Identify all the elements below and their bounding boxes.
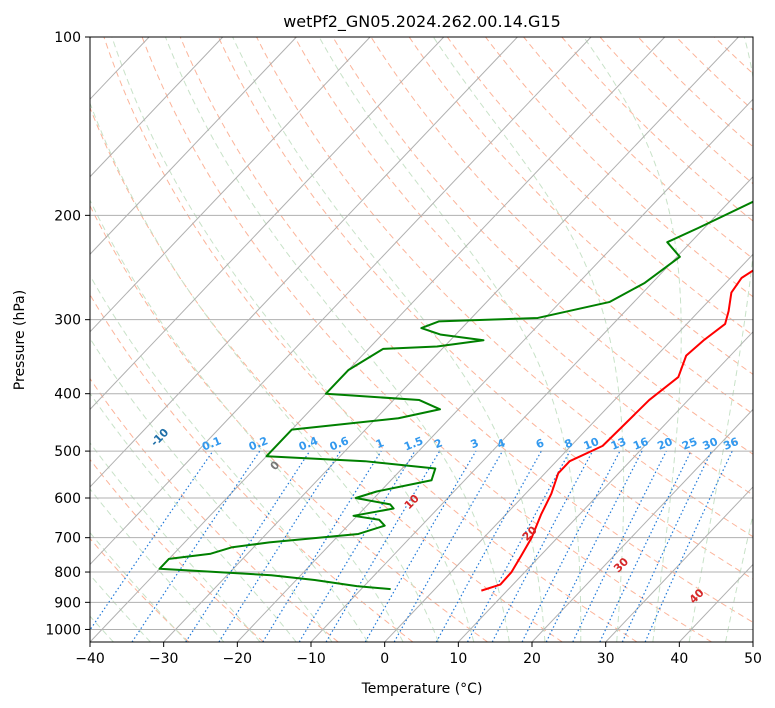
y-tick-label: 900 xyxy=(54,595,81,611)
isotherm xyxy=(163,37,739,642)
mixing-ratio-line xyxy=(599,450,692,642)
isotherm xyxy=(90,37,666,642)
y-axis-label: Pressure (hPa) xyxy=(12,290,28,390)
y-tick-label: 600 xyxy=(54,491,81,507)
isotherm xyxy=(90,37,224,178)
mixing-ratio-line xyxy=(90,450,214,631)
mixing-ratio-label: 8 xyxy=(563,436,575,451)
mixing-ratio-label: 16 xyxy=(631,435,650,453)
dry-adiabat xyxy=(599,37,753,185)
dry-adiabat xyxy=(752,37,753,39)
dry-adiabat xyxy=(370,37,753,415)
mixing-ratio-label: 25 xyxy=(680,435,699,453)
dry-adiabat xyxy=(90,377,339,642)
mixing-ratio-line xyxy=(364,450,477,642)
dry-adiabat xyxy=(90,293,414,642)
moist-adiabat xyxy=(90,199,404,642)
x-axis-label: Temperature (°C) xyxy=(361,681,483,697)
dry-adiabat xyxy=(141,37,712,642)
y-tick-label: 300 xyxy=(54,313,81,329)
x-tick-label: 30 xyxy=(597,651,615,667)
moist-adiabat xyxy=(165,37,510,642)
mixing-ratio-line xyxy=(393,450,504,642)
mixing-ratio-line xyxy=(572,450,667,642)
moist-adiabat xyxy=(90,101,439,642)
mixing-ratio-line xyxy=(262,450,382,642)
isotherm xyxy=(90,37,445,411)
y-tick-label: 400 xyxy=(54,387,81,403)
moist-adiabat xyxy=(90,337,333,642)
moist-adiabat xyxy=(318,37,582,642)
background-lines xyxy=(0,37,753,642)
dry-adiabat xyxy=(90,458,264,642)
plot-frame xyxy=(89,36,754,643)
dry-adiabat xyxy=(179,37,753,623)
axes: −40 −30 −20 −10 0 10 20 30 40 50 100 200 300 400 500 60… xyxy=(45,30,762,667)
x-tick-label: −20 xyxy=(223,651,253,667)
x-tick-label: 50 xyxy=(744,651,762,667)
mixing-ratio-line xyxy=(298,450,416,642)
isotherm xyxy=(457,331,753,642)
y-tick-label: 500 xyxy=(54,444,81,460)
x-tick-label: 40 xyxy=(670,651,688,667)
mixing-ratio-label: 3 xyxy=(469,436,481,451)
dry-adiabat xyxy=(217,37,753,580)
moist-adiabat xyxy=(232,37,546,642)
x-tick-label: 0 xyxy=(380,651,389,667)
mixing-ratio-label: 30 xyxy=(701,435,720,453)
isotherm xyxy=(752,641,753,642)
mixing-ratio-line xyxy=(621,450,713,642)
x-tick-label: −30 xyxy=(149,651,179,667)
temperature-profile xyxy=(481,269,753,592)
x-tick-label: 10 xyxy=(449,651,467,667)
isotherm xyxy=(236,98,753,642)
moist-adiabat xyxy=(111,37,475,642)
mixing-ratio-label: 1 xyxy=(374,436,386,451)
isotherm xyxy=(384,253,753,642)
moist-adiabat xyxy=(90,274,369,642)
dewpoint-profile xyxy=(158,200,753,591)
isotherm xyxy=(90,37,518,488)
isotherm xyxy=(605,486,753,642)
dry-adiabat xyxy=(446,37,753,336)
y-tick-label: 100 xyxy=(54,30,81,46)
dry-adiabat xyxy=(90,106,563,642)
dry-adiabat xyxy=(294,37,753,496)
y-tick-label: 800 xyxy=(54,565,81,581)
isotherm xyxy=(90,37,592,566)
y-tick-label: 200 xyxy=(54,208,81,224)
dry-adiabat xyxy=(103,37,638,642)
isotherm xyxy=(90,37,371,333)
isotherm xyxy=(310,176,753,642)
chart-title: wetPf2_GN05.2024.262.00.14.G15 xyxy=(283,12,561,32)
dry-adiabat xyxy=(637,37,753,148)
mixing-ratio-line xyxy=(218,450,342,642)
x-tick-label: −10 xyxy=(296,651,326,667)
isotherm xyxy=(90,37,297,256)
mixing-ratio-label: 2 xyxy=(432,436,444,451)
sounding-profiles xyxy=(158,200,753,592)
isotherm xyxy=(0,37,2,642)
plot-background xyxy=(90,37,753,642)
mixing-ratio-label: 10 xyxy=(582,435,601,453)
mixing-ratio-line xyxy=(644,450,733,642)
y-tick-label: 1000 xyxy=(45,622,81,638)
x-tick-label: 20 xyxy=(523,651,541,667)
y-tick-label: 700 xyxy=(54,531,81,547)
dry-adiabat xyxy=(485,37,753,298)
mixing-ratio-line xyxy=(466,450,571,642)
mixing-ratio-label: 20 xyxy=(655,435,674,453)
mixing-ratio-line xyxy=(435,450,542,642)
moist-adiabat xyxy=(688,37,753,642)
mixing-ratio-label: 13 xyxy=(609,435,628,453)
x-tick-label: −40 xyxy=(75,651,105,667)
moist-adiabat xyxy=(432,37,625,642)
mixing-ratio-label: 36 xyxy=(721,435,740,453)
plot-area xyxy=(90,37,753,642)
isotherm xyxy=(531,408,753,642)
